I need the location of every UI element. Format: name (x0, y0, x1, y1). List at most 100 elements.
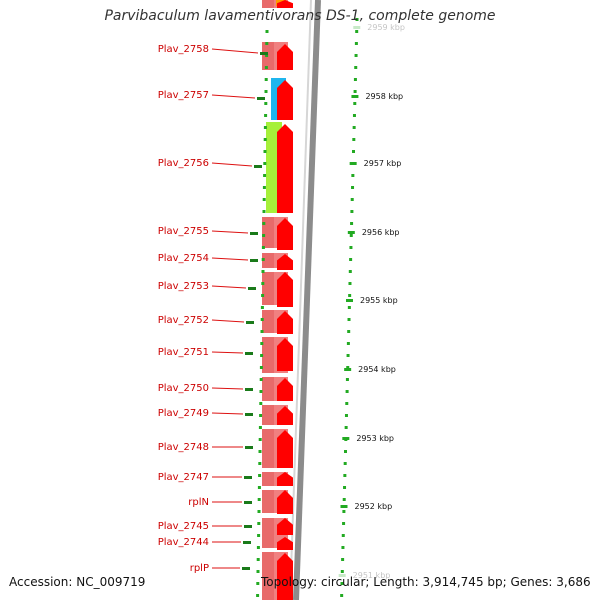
minor-tick (340, 594, 344, 597)
gene-label[interactable]: Plav_2755 (158, 226, 209, 237)
gene-label[interactable]: Plav_2744 (158, 537, 209, 548)
minor-tick (343, 486, 347, 489)
gene-tick (243, 541, 251, 544)
gene-segment-pink-edge (262, 405, 274, 425)
inner-minor-tick (257, 534, 261, 537)
inner-minor-tick (256, 594, 260, 597)
gene-tick (254, 165, 262, 168)
gene-label[interactable]: Plav_2752 (158, 315, 209, 326)
gene-arrow (277, 472, 293, 486)
gene-segment-pink-edge (262, 377, 274, 401)
gene-segment-pink-edge (262, 310, 274, 333)
gene-label[interactable]: Plav_2758 (158, 44, 209, 55)
gene-segment-pink-edge (262, 472, 274, 486)
gene-arrow (277, 490, 293, 514)
gene-arrow (277, 124, 293, 213)
major-tick (338, 574, 346, 577)
minor-tick (355, 30, 359, 33)
gene-label[interactable]: Plav_2745 (158, 521, 209, 532)
inner-minor-tick (259, 402, 263, 405)
minor-tick (342, 498, 346, 501)
gene-label[interactable]: Plav_2757 (158, 90, 209, 101)
gene-segment-pink-edge (262, 552, 274, 600)
gene-label[interactable]: Plav_2747 (158, 472, 209, 483)
inner-minor-tick (264, 90, 268, 93)
minor-tick (348, 270, 352, 273)
major-tick (349, 162, 357, 165)
inner-minor-tick (262, 198, 266, 201)
gene-arrow (277, 44, 293, 70)
inner-minor-tick (261, 294, 265, 297)
inner-minor-tick (264, 66, 268, 69)
inner-minor-tick (260, 318, 264, 321)
gene-label[interactable]: Plav_2748 (158, 442, 209, 453)
gene-label[interactable]: rplP (190, 563, 209, 574)
gene-arrow (277, 80, 293, 120)
inner-minor-tick (261, 246, 265, 249)
gene-label[interactable]: Plav_2753 (158, 281, 209, 292)
minor-tick (352, 114, 356, 117)
leader-line (211, 412, 244, 415)
leader-line (211, 230, 249, 234)
gene-arrow (277, 430, 293, 468)
gene-label[interactable]: Plav_2750 (158, 383, 209, 394)
inner-minor-tick (257, 498, 261, 501)
gene-arrow (277, 254, 293, 270)
leader-line (211, 285, 247, 289)
minor-tick (343, 474, 347, 477)
inner-minor-tick (258, 438, 262, 441)
gene-label[interactable]: Plav_2749 (158, 408, 209, 419)
inner-minor-tick (264, 102, 268, 105)
topology-text: Topology: circular; Length: 3,914,745 bp… (261, 575, 591, 589)
gene-tick (257, 97, 265, 100)
gene-tick (250, 232, 258, 235)
gene-segment-pink-edge (262, 217, 274, 248)
minor-tick (349, 234, 353, 237)
minor-tick (346, 354, 350, 357)
gene-label[interactable]: Plav_2754 (158, 253, 209, 264)
gene-tick (245, 352, 253, 355)
accession-text: Accession: NC_009719 (9, 575, 146, 589)
gene-arrow (277, 338, 293, 371)
gene-tick (244, 525, 252, 528)
inner-minor-tick (259, 414, 263, 417)
gene-tick (244, 501, 252, 504)
gene-tick (242, 567, 250, 570)
minor-tick (351, 174, 355, 177)
minor-tick (352, 138, 356, 141)
major-tick (342, 437, 350, 440)
major-tick (340, 505, 348, 508)
gene-segment-pink-edge (262, 0, 274, 8)
gene-arrow (277, 553, 293, 600)
leader-line (211, 351, 244, 354)
inner-minor-tick (263, 150, 267, 153)
inner-minor-tick (258, 426, 262, 429)
gene-tick (244, 476, 252, 479)
minor-tick (351, 186, 355, 189)
minor-tick (349, 258, 353, 261)
inner-minor-tick (259, 378, 263, 381)
minor-tick (350, 210, 354, 213)
gene-tick (245, 388, 253, 391)
gene-label[interactable]: Plav_2751 (158, 347, 209, 358)
inner-minor-tick (262, 186, 266, 189)
gene-tick (260, 52, 268, 55)
gene-arrow (277, 537, 293, 550)
leader-line (211, 257, 249, 261)
minor-tick (345, 402, 349, 405)
inner-minor-tick (258, 474, 262, 477)
kbp-label: 2957 kbp (364, 159, 402, 168)
gene-arrow (277, 378, 293, 401)
gene-label[interactable]: Plav_2756 (158, 158, 209, 169)
inner-minor-tick (263, 162, 267, 165)
gene-label[interactable]: rplN (188, 497, 209, 508)
map-title: Parvibaculum lavamentivorans DS-1, compl… (104, 8, 496, 24)
minor-tick (344, 414, 348, 417)
gene-segment-pink-edge (262, 253, 274, 268)
gene-arrow (277, 518, 293, 535)
minor-tick (346, 342, 350, 345)
kbp-label: 2951 kbp (353, 571, 391, 580)
inner-minor-tick (256, 546, 260, 549)
minor-tick (342, 510, 346, 513)
leader-line (211, 94, 256, 99)
